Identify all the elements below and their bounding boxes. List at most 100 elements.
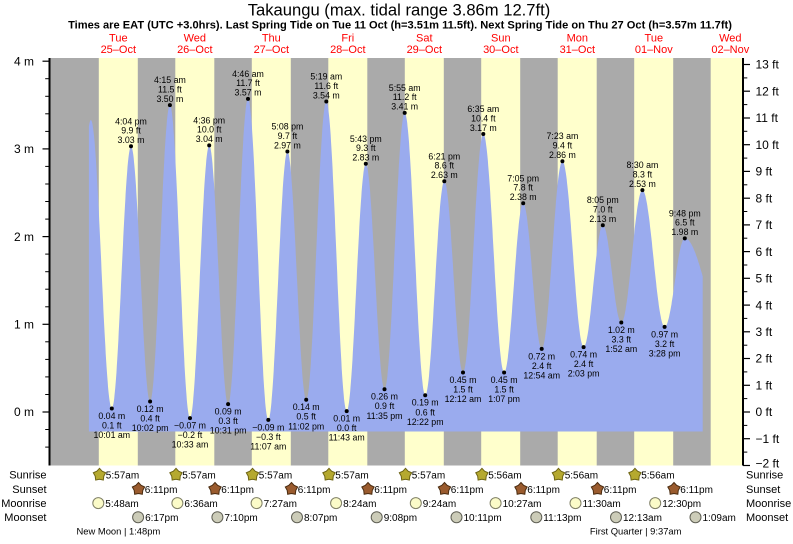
svg-text:5:56am: 5:56am [488, 471, 521, 482]
svg-text:7.8 ft: 7.8 ft [513, 183, 533, 193]
svg-text:8:30 am: 8:30 am [627, 160, 659, 170]
svg-text:0 m: 0 m [14, 405, 34, 419]
svg-text:8:07pm: 8:07pm [304, 513, 337, 524]
svg-text:3.03 m: 3.03 m [118, 135, 145, 145]
svg-text:10:33 am: 10:33 am [172, 440, 209, 450]
svg-text:2.63 m: 2.63 m [431, 170, 458, 180]
svg-text:Sun: Sun [491, 33, 511, 45]
svg-text:11.7 ft: 11.7 ft [236, 78, 260, 88]
svg-text:28–Oct: 28–Oct [330, 44, 365, 56]
svg-text:1:52 am: 1:52 am [605, 344, 637, 354]
svg-text:9.7 ft: 9.7 ft [278, 131, 298, 141]
svg-text:Sunrise: Sunrise [9, 470, 46, 482]
svg-text:6:21 pm: 6:21 pm [428, 151, 460, 161]
svg-text:3.41 m: 3.41 m [391, 102, 418, 112]
svg-text:6:11pm: 6:11pm [451, 485, 484, 496]
svg-text:7.0 ft: 7.0 ft [593, 205, 613, 215]
svg-text:−0.07 m: −0.07 m [174, 421, 206, 431]
svg-text:Mon: Mon [567, 33, 588, 45]
svg-text:5:19 am: 5:19 am [310, 72, 342, 82]
svg-text:0.45 m: 0.45 m [491, 375, 518, 385]
svg-text:0.9 ft: 0.9 ft [375, 401, 395, 411]
svg-text:7 ft: 7 ft [756, 218, 773, 232]
svg-text:11 ft: 11 ft [756, 111, 779, 125]
svg-text:12:12 am: 12:12 am [445, 394, 482, 404]
svg-text:2:03 pm: 2:03 pm [568, 369, 600, 379]
svg-text:10:02 pm: 10:02 pm [132, 423, 169, 433]
svg-text:11:43 am: 11:43 am [329, 433, 365, 443]
svg-text:First Quarter | 9:37am: First Quarter | 9:37am [590, 526, 682, 537]
svg-text:6:11pm: 6:11pm [221, 485, 254, 496]
svg-text:Takaungu (max. tidal range 3.8: Takaungu (max. tidal range 3.86m 12.7ft) [248, 1, 551, 20]
svg-text:6:36am: 6:36am [184, 499, 217, 510]
svg-text:10.4 ft: 10.4 ft [471, 113, 496, 123]
svg-text:0.72 m: 0.72 m [528, 351, 555, 361]
svg-text:4:36 pm: 4:36 pm [193, 115, 225, 125]
svg-text:8:24am: 8:24am [343, 499, 376, 510]
svg-text:0.12 m: 0.12 m [137, 404, 164, 414]
svg-text:10:27am: 10:27am [503, 499, 542, 510]
svg-text:3.3 ft: 3.3 ft [612, 335, 632, 345]
svg-text:26–Oct: 26–Oct [177, 44, 212, 56]
svg-text:5:57am: 5:57am [259, 471, 292, 482]
svg-text:25–Oct: 25–Oct [101, 44, 136, 56]
svg-text:11:02 pm: 11:02 pm [288, 421, 324, 431]
svg-text:7:05 pm: 7:05 pm [507, 173, 539, 183]
svg-text:11:35 pm: 11:35 pm [366, 411, 402, 421]
svg-text:0.04 m: 0.04 m [98, 411, 125, 421]
svg-text:0.01 m: 0.01 m [333, 414, 360, 424]
svg-text:Moonset: Moonset [746, 512, 788, 524]
svg-text:Sat: Sat [416, 33, 433, 45]
svg-text:6:11pm: 6:11pm [527, 485, 560, 496]
svg-text:1 m: 1 m [14, 318, 34, 332]
svg-text:11:07 am: 11:07 am [250, 442, 286, 452]
svg-text:Fri: Fri [341, 33, 354, 45]
svg-text:2.4 ft: 2.4 ft [532, 361, 552, 371]
svg-text:8.3 ft: 8.3 ft [633, 169, 653, 179]
svg-text:7:27am: 7:27am [264, 499, 297, 510]
svg-text:3 m: 3 m [14, 142, 34, 156]
svg-text:5:08 pm: 5:08 pm [272, 122, 304, 132]
svg-text:−0.09 m: −0.09 m [252, 422, 284, 432]
svg-text:0 ft: 0 ft [756, 405, 773, 419]
svg-text:0.4 ft: 0.4 ft [140, 414, 160, 424]
svg-text:6:11pm: 6:11pm [374, 485, 407, 496]
svg-text:Moonrise: Moonrise [1, 498, 46, 510]
svg-text:5:56am: 5:56am [565, 471, 598, 482]
svg-text:Thu: Thu [262, 33, 281, 45]
svg-text:Moonrise: Moonrise [746, 498, 791, 510]
svg-text:9:24am: 9:24am [423, 499, 456, 510]
svg-text:12 ft: 12 ft [756, 84, 780, 98]
svg-text:Moonset: Moonset [4, 512, 46, 524]
svg-text:5 ft: 5 ft [756, 272, 773, 286]
svg-text:4:46 am: 4:46 am [232, 69, 264, 79]
svg-text:3:28 pm: 3:28 pm [649, 349, 681, 359]
svg-text:5:57am: 5:57am [106, 471, 139, 482]
svg-text:2 m: 2 m [14, 230, 34, 244]
svg-text:10:31 pm: 10:31 pm [210, 426, 247, 436]
svg-text:4:15 am: 4:15 am [154, 75, 186, 85]
svg-text:3.04 m: 3.04 m [196, 134, 223, 144]
svg-text:0.6 ft: 0.6 ft [415, 407, 435, 417]
svg-text:3.50 m: 3.50 m [156, 94, 183, 104]
svg-text:0.09 m: 0.09 m [215, 407, 242, 417]
svg-text:−0.3 ft: −0.3 ft [256, 432, 281, 442]
svg-text:0.14 m: 0.14 m [293, 402, 320, 412]
svg-text:3.54 m: 3.54 m [313, 90, 340, 100]
svg-text:5:57am: 5:57am [412, 471, 445, 482]
svg-text:01–Nov: 01–Nov [635, 44, 673, 56]
svg-text:8:05 pm: 8:05 pm [587, 195, 619, 205]
svg-text:9:08pm: 9:08pm [384, 513, 417, 524]
svg-text:10:11pm: 10:11pm [464, 513, 502, 524]
svg-text:0.19 m: 0.19 m [412, 398, 439, 408]
svg-text:Sunset: Sunset [746, 484, 780, 496]
svg-text:29–Oct: 29–Oct [407, 44, 442, 56]
svg-text:31–Oct: 31–Oct [560, 44, 595, 56]
svg-text:0.1 ft: 0.1 ft [102, 421, 122, 431]
svg-text:1.5 ft: 1.5 ft [494, 385, 514, 395]
svg-text:3.2 ft: 3.2 ft [655, 339, 675, 349]
svg-text:8.6 ft: 8.6 ft [435, 161, 455, 171]
svg-text:1.5 ft: 1.5 ft [453, 385, 473, 395]
svg-text:Wed: Wed [184, 33, 206, 45]
svg-text:4 m: 4 m [14, 54, 34, 68]
